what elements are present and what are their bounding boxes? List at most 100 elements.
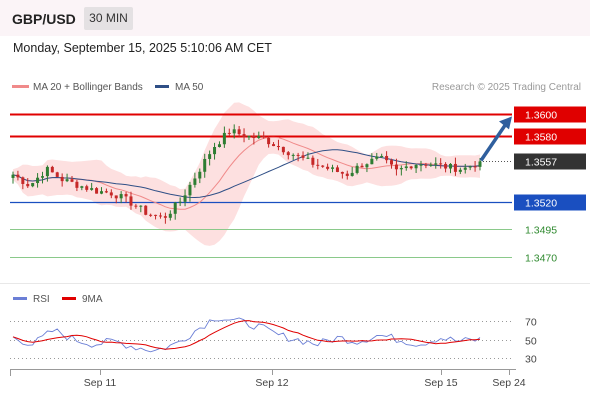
candle-body <box>429 164 433 166</box>
rsi-legend-label: RSI <box>33 294 50 305</box>
target-level-label: 1.3495 <box>525 225 557 237</box>
candle-body <box>355 165 359 173</box>
rsi-ma-legend-swatch <box>62 297 76 300</box>
candle-body <box>394 164 398 170</box>
candle-body <box>385 155 389 161</box>
resistance-level-label: 1.3580 <box>525 132 557 144</box>
candle-body <box>144 205 148 215</box>
ma50-line <box>12 149 481 199</box>
resistance-level-label: 1.3600 <box>525 110 557 122</box>
candle-body <box>139 205 143 207</box>
candle-body <box>399 168 403 170</box>
resistance-level-box <box>514 128 586 145</box>
candle-body <box>242 134 246 138</box>
x-tick-label: Sep 15 <box>424 377 457 389</box>
candle-body <box>70 179 74 182</box>
candle-body <box>75 181 79 188</box>
candle-body <box>370 158 374 165</box>
timeframe-badge[interactable]: 30 MIN <box>84 7 133 30</box>
candle-body <box>449 163 453 169</box>
candle-body <box>316 164 320 166</box>
candle-body <box>60 176 64 182</box>
candle-body <box>188 184 192 196</box>
rsi-line <box>12 317 481 353</box>
candle-body <box>213 147 217 155</box>
candle-body <box>154 214 158 216</box>
candle-body <box>26 183 30 187</box>
projection-arrow-head <box>499 116 512 130</box>
candle-body <box>468 166 472 168</box>
candle-body <box>321 165 325 167</box>
rsi-panel: 70 50 30 <box>10 317 537 366</box>
candle-body <box>119 194 123 199</box>
candle-body <box>478 161 482 167</box>
candle-body <box>232 129 236 134</box>
x-tick-label: Sep 11 <box>84 377 117 389</box>
candle-body <box>375 156 379 159</box>
level-labels: 1.3600 1.3580 1.3557 1.3520 1.3495 1.3470 <box>514 106 586 265</box>
candle-body <box>414 164 418 169</box>
candle-body <box>173 202 177 214</box>
candle-body <box>463 167 467 170</box>
target-level-label: 1.3470 <box>525 253 557 265</box>
candle-body <box>11 174 15 178</box>
candle-body <box>114 195 118 199</box>
candle-body <box>453 163 457 172</box>
candle-body <box>163 216 167 218</box>
candle-body <box>390 160 394 165</box>
symbol-title: GBP/USD <box>12 11 76 27</box>
rsi-ma-legend-label: 9MA <box>82 294 103 305</box>
candle-body <box>365 164 369 168</box>
x-tick-label: Sep 12 <box>255 377 288 389</box>
rsi-level-label: 50 <box>525 336 537 348</box>
candle-body <box>55 172 59 177</box>
moving-averages <box>12 136 481 210</box>
candle-body <box>252 135 256 139</box>
candle-body <box>419 164 423 166</box>
candle-body <box>444 163 448 169</box>
candle-body <box>134 205 138 207</box>
candle-body <box>286 152 290 156</box>
candle-body <box>217 144 221 148</box>
candle-body <box>267 137 271 145</box>
bollinger-band-fill <box>13 102 480 246</box>
candle-body <box>306 157 310 159</box>
candle-body <box>326 166 330 169</box>
candle-body <box>311 157 315 165</box>
candle-body <box>434 163 438 165</box>
candle-body <box>149 214 153 216</box>
candle-body <box>296 154 300 156</box>
candle-body <box>45 166 49 177</box>
candle-body <box>340 171 344 174</box>
projection-arrow-line <box>479 121 509 162</box>
candle-body <box>16 174 20 178</box>
candlesticks <box>11 124 482 224</box>
candle-body <box>198 171 202 179</box>
candle-body <box>439 163 443 165</box>
candle-body <box>203 158 207 172</box>
candle-body <box>95 188 99 194</box>
candle-body <box>178 201 182 203</box>
candle-body <box>409 166 413 169</box>
rsi-level-label: 30 <box>525 354 537 366</box>
copyright-text: Research © 2025 Trading Central <box>432 82 581 93</box>
chart-datetime: Monday, September 15, 2025 5:10:06 AM CE… <box>13 41 272 55</box>
support-level-box <box>514 194 586 211</box>
rsi-level-label: 70 <box>525 317 537 329</box>
candle-body <box>276 146 280 148</box>
current-level-box <box>514 153 586 170</box>
candle-body <box>301 155 305 158</box>
candle-body <box>36 177 40 184</box>
candle-body <box>262 135 266 138</box>
candle-body <box>424 164 428 166</box>
candle-body <box>80 186 84 188</box>
ma50-legend-label: MA 50 <box>175 82 204 93</box>
candle-body <box>40 176 44 178</box>
candle-body <box>458 169 462 172</box>
candle-body <box>129 196 133 206</box>
candle-body <box>109 192 113 196</box>
x-tick-label: Sep 24 <box>492 377 525 389</box>
candle-body <box>50 166 54 173</box>
candle-body <box>350 172 354 176</box>
candle-body <box>158 215 162 217</box>
